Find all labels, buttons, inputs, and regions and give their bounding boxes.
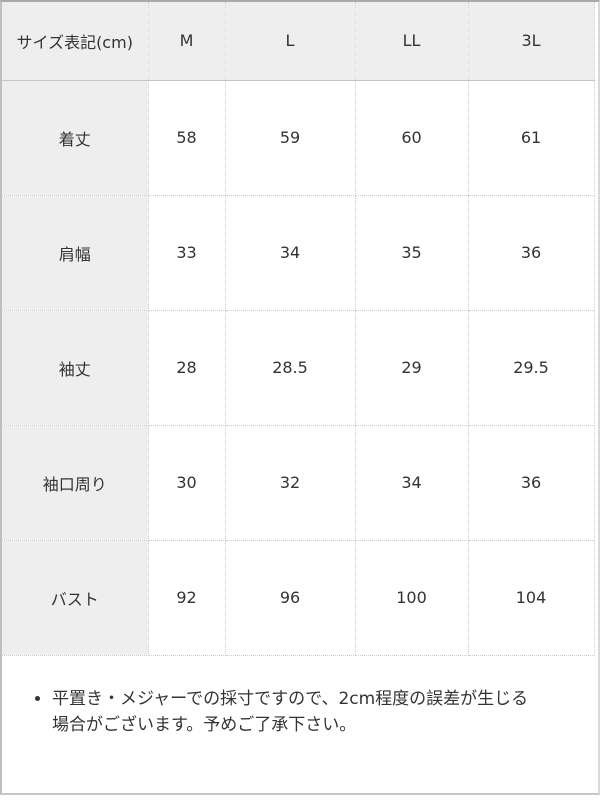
size-value-cell: 58 (147, 79, 226, 196)
measurement-label: バスト (2, 539, 149, 656)
size-value-cell: 35 (354, 194, 469, 311)
size-value-cell: 28 (147, 309, 226, 426)
size-value-cell: 61 (467, 79, 595, 196)
table-row-shoulder: 肩幅 33 34 35 36 (2, 194, 595, 311)
measurement-label: 袖丈 (2, 309, 149, 426)
note-list: 平置き・メジャーでの採寸ですので、2cm程度の誤差が生じる 場合がございます。予… (2, 686, 568, 738)
size-column-header-l: L (224, 2, 356, 81)
size-chart-table: サイズ表記(cm) M L LL 3L 着丈 58 59 60 61 肩幅 33… (2, 2, 595, 656)
table-row-length: 着丈 58 59 60 61 (2, 79, 595, 196)
size-value-cell: 60 (354, 79, 469, 196)
note-line-1: 平置き・メジャーでの採寸ですので、2cm程度の誤差が生じる (52, 688, 529, 709)
size-value-cell: 92 (147, 539, 226, 656)
size-value-cell: 29.5 (467, 309, 595, 426)
size-column-header-3l: 3L (467, 2, 595, 81)
measurement-label: 肩幅 (2, 194, 149, 311)
size-value-cell: 34 (224, 194, 356, 311)
size-unit-header: サイズ表記(cm) (2, 2, 149, 81)
size-value-cell: 36 (467, 194, 595, 311)
size-header-row: サイズ表記(cm) M L LL 3L (2, 2, 595, 81)
table-row-cuff: 袖口周り 30 32 34 36 (2, 424, 595, 541)
size-value-cell: 104 (467, 539, 595, 656)
measurement-note: 平置き・メジャーでの採寸ですので、2cm程度の誤差が生じる 場合がございます。予… (2, 656, 598, 738)
note-item: 平置き・メジャーでの採寸ですので、2cm程度の誤差が生じる 場合がございます。予… (52, 686, 568, 738)
table-row-sleeve: 袖丈 28 28.5 29 29.5 (2, 309, 595, 426)
size-value-cell: 34 (354, 424, 469, 541)
note-line-2: 場合がございます。予めご了承下さい。 (52, 714, 357, 735)
size-value-cell: 33 (147, 194, 226, 311)
size-column-header-m: M (147, 2, 226, 81)
size-value-cell: 100 (354, 539, 469, 656)
size-value-cell: 30 (147, 424, 226, 541)
table-row-bust: バスト 92 96 100 104 (2, 539, 595, 656)
size-value-cell: 32 (224, 424, 356, 541)
size-value-cell: 59 (224, 79, 356, 196)
measurement-label: 着丈 (2, 79, 149, 196)
size-value-cell: 36 (467, 424, 595, 541)
size-value-cell: 96 (224, 539, 356, 656)
size-value-cell: 29 (354, 309, 469, 426)
measurement-label: 袖口周り (2, 424, 149, 541)
size-column-header-ll: LL (354, 2, 469, 81)
size-value-cell: 28.5 (224, 309, 356, 426)
